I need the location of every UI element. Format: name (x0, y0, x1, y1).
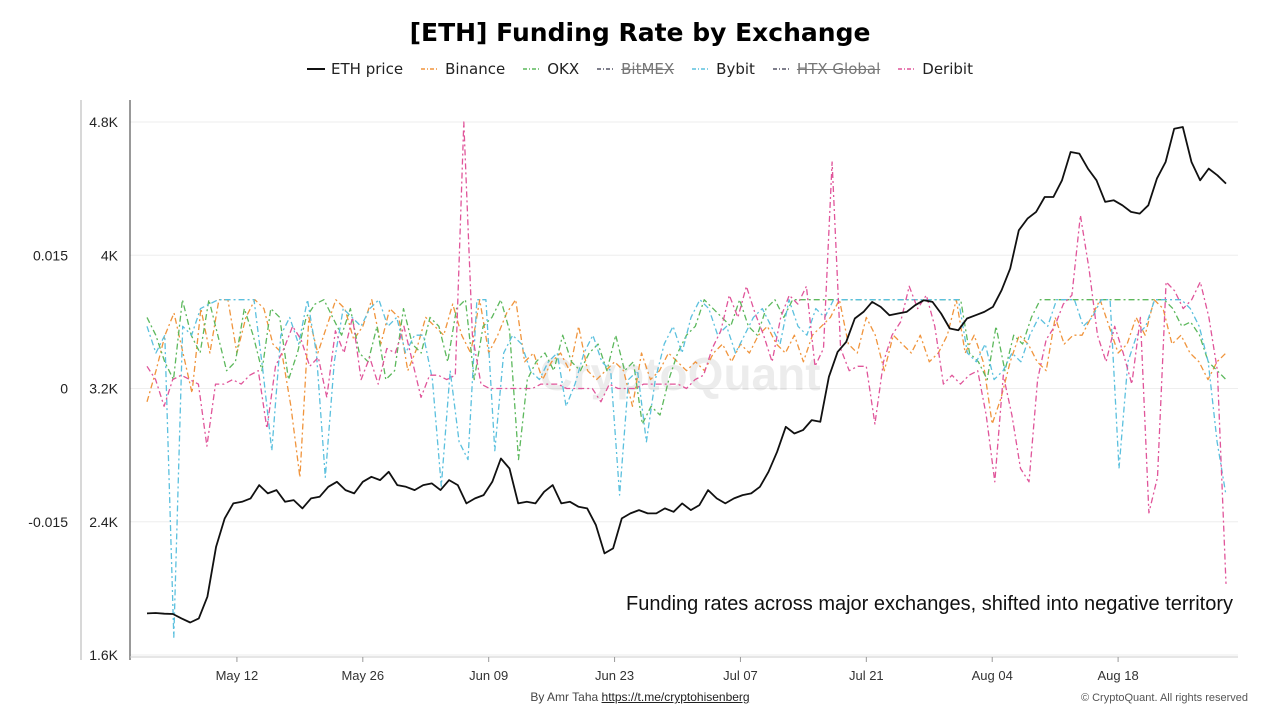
legend-item-deribit[interactable]: Deribit (898, 60, 973, 78)
y-left-tick-label: 0 (60, 381, 68, 397)
legend-label: Bybit (716, 60, 755, 78)
legend-item-htx-global[interactable]: HTX Global (772, 60, 881, 78)
x-tick-label: Jul 07 (723, 668, 758, 683)
legend-item-binance[interactable]: Binance (421, 60, 505, 78)
annotation-text: Funding rates across major exchanges, sh… (626, 593, 1233, 615)
y-right-tick-label: 3.2K (89, 381, 118, 397)
legend-swatch (597, 68, 616, 70)
series-line-okx (146, 299, 1227, 461)
footer-credit: By Amr Taha https://t.me/cryptohisenberg (0, 690, 1280, 704)
y-left-tick-label: -0.015 (28, 514, 68, 530)
legend-label: BitMEX (621, 60, 675, 78)
x-tick-label: May 12 (216, 668, 259, 683)
legend-label: HTX Global (796, 60, 881, 78)
y-left-tick-label: 0.015 (33, 247, 68, 263)
x-tick-label: Jun 09 (469, 668, 508, 683)
series-line-deribit (146, 121, 1227, 584)
legend-swatch (772, 68, 791, 70)
legend-swatch (898, 68, 917, 70)
y-right-tick-label: 1.6K (89, 647, 118, 663)
legend: ETH price Binance OKX BitMEX Bybit HTX Global… (0, 60, 1280, 78)
series-line-binance (146, 299, 1227, 478)
legend-label: Deribit (922, 60, 973, 78)
x-tick-label: Aug 18 (1097, 668, 1138, 683)
legend-swatch (523, 68, 542, 70)
x-tick-label: Aug 04 (972, 668, 1013, 683)
legend-item-bybit[interactable]: Bybit (692, 60, 755, 78)
legend-swatch (307, 68, 326, 70)
x-tick-label: May 26 (341, 668, 384, 683)
legend-item-okx[interactable]: OKX (523, 60, 579, 78)
x-tick-label: Jun 23 (595, 668, 634, 683)
legend-item-eth-price[interactable]: ETH price (307, 60, 403, 78)
legend-swatch (692, 68, 711, 70)
credit-prefix: By Amr Taha (530, 690, 599, 704)
series-line-bybit (146, 299, 1227, 638)
y-right-tick-label: 4K (101, 247, 119, 263)
copyright-text: © CryptoQuant. All rights reserved (1080, 692, 1248, 704)
legend-swatch (421, 68, 440, 70)
watermark: CryptoQuant (539, 348, 820, 400)
legend-label: OKX (547, 60, 580, 78)
chart-title: [ETH] Funding Rate by Exchange (409, 18, 871, 47)
credit-link[interactable]: https://t.me/cryptohisenberg (601, 690, 750, 704)
x-tick-label: Jul 21 (849, 668, 884, 683)
y-right-tick-label: 2.4K (89, 514, 118, 530)
series-line-eth-price (146, 126, 1227, 624)
legend-label: Binance (445, 60, 506, 78)
y-right-tick-label: 4.8K (89, 114, 118, 130)
legend-label: ETH price (331, 60, 404, 78)
legend-item-bitmex[interactable]: BitMEX (597, 60, 674, 78)
